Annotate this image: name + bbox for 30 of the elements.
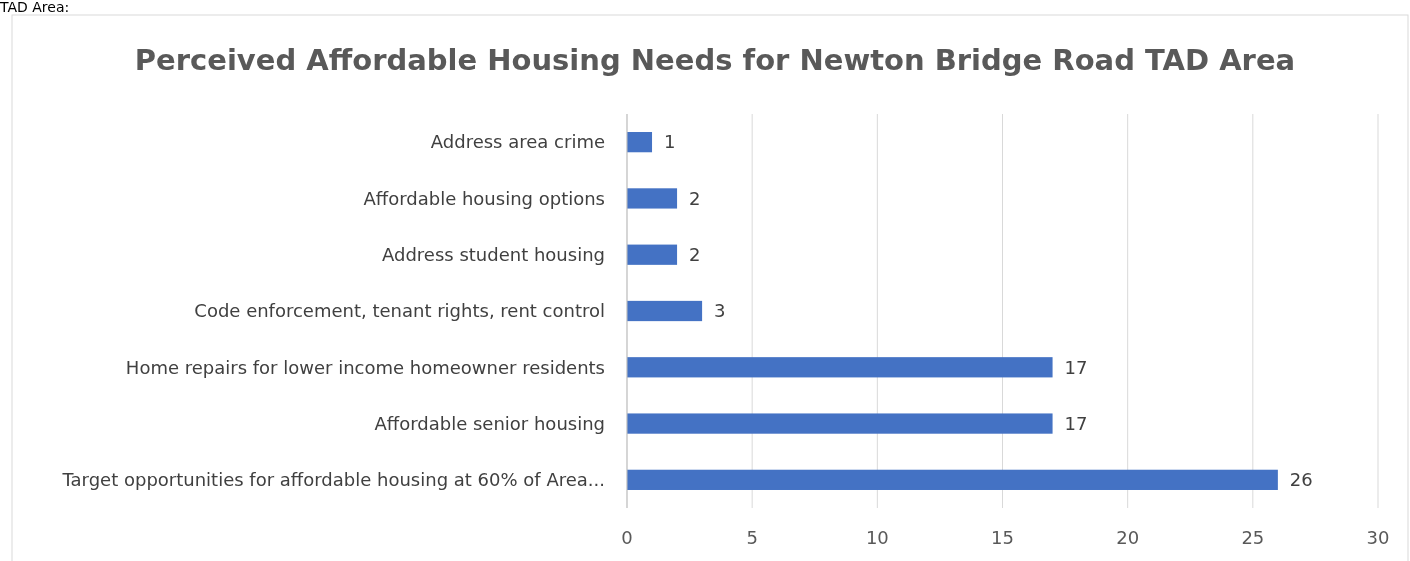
data-label: 17: [1064, 356, 1088, 378]
bar: [627, 413, 1053, 434]
x-tick-label: 0: [621, 527, 633, 549]
y-tick-label: Address area crime: [430, 131, 605, 153]
bar: [627, 469, 1278, 490]
bar: [627, 300, 703, 322]
x-tick-label: 15: [991, 527, 1014, 549]
data-label: 2: [689, 187, 701, 209]
text: TAD Area:: [0, 0, 70, 15]
data-label: 17: [1064, 412, 1088, 434]
x-tick-label: 25: [1241, 527, 1265, 549]
chart-title: Perceived Affordable Housing Needs for Newton Bridge Road TAD Area: [134, 43, 1296, 77]
x-tick-label: 10: [865, 527, 889, 549]
x-tick-label: 20: [1116, 527, 1140, 549]
y-tick-label: Address student housing: [382, 244, 605, 266]
y-tick-label: Affordable housing options: [363, 187, 605, 209]
y-tick-label: Code enforcement, tenant rights, rent control: [194, 300, 605, 322]
y-tick-label: Target opportunities for affordable housing at 60% of Area...: [61, 469, 605, 491]
bar: [627, 132, 653, 153]
x-tick-label: 30: [1366, 527, 1390, 549]
bar: [627, 244, 678, 265]
x-tick-label: 5: [746, 527, 758, 549]
data-label: 3: [714, 300, 726, 322]
y-tick-label: Affordable senior housing: [374, 412, 605, 434]
data-label: 26: [1289, 469, 1313, 491]
bar: [627, 188, 678, 209]
data-label: 2: [689, 244, 701, 266]
bar: [627, 357, 1053, 378]
data-label: 1: [664, 131, 676, 153]
y-tick-label: Home repairs for lower income homeowner residents: [125, 356, 605, 378]
